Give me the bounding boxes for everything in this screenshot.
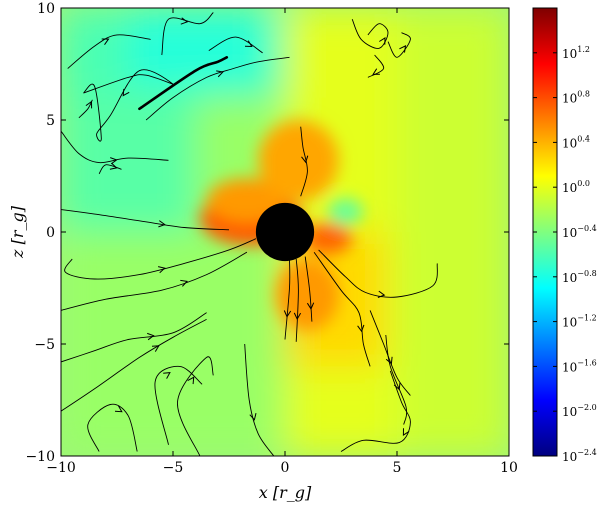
colorbar-tick-label: 100.0 xyxy=(562,179,590,195)
streamline-arrow xyxy=(244,40,253,48)
streamline xyxy=(340,370,411,452)
colorbar-tick-label: 10−1.6 xyxy=(562,358,597,374)
streamline xyxy=(367,54,385,78)
field-region xyxy=(61,97,196,232)
streamline-arrow xyxy=(399,45,407,53)
streamline-arrow xyxy=(283,310,292,318)
streamline-arrow xyxy=(249,412,257,421)
streamline-arrow xyxy=(357,324,365,333)
x-tick-label: 0 xyxy=(281,460,290,476)
streamline xyxy=(313,251,371,367)
x-tick-label: 5 xyxy=(393,460,402,476)
streamline-arrow xyxy=(157,266,166,274)
colorbar-tick-label: 100.4 xyxy=(562,134,590,150)
streamline-arrow xyxy=(147,332,155,341)
streamline xyxy=(244,343,275,456)
streamline xyxy=(369,310,411,396)
streamline-arrow xyxy=(114,405,123,413)
y-tick-label: −10 xyxy=(25,449,55,465)
streamline-arrow xyxy=(402,428,410,437)
x-tick-label: 10 xyxy=(500,460,518,476)
y-tick-label: 10 xyxy=(37,1,55,17)
black-hole xyxy=(255,202,315,262)
colorbar-ticks: 101.2 100.8 100.4 100.0 10−0.4 10−0.8 10−1.2 10… xyxy=(533,45,597,464)
x-tick-label: −10 xyxy=(46,460,76,476)
streamline xyxy=(98,164,122,175)
y-tick-label: −5 xyxy=(34,337,55,353)
streamline-arrow xyxy=(180,279,189,287)
streamline-arrow xyxy=(293,312,302,321)
streamline xyxy=(208,36,263,54)
colorbar: 101.2 100.8 100.4 100.0 10−0.4 10−0.8 10−1.2 10… xyxy=(532,7,597,464)
field-region xyxy=(397,8,509,456)
streamline-arrow xyxy=(377,290,386,298)
streamline xyxy=(61,251,248,311)
colorbar-tick-label: 10−2.0 xyxy=(562,403,597,419)
colorbar-tick-label: 10−2.4 xyxy=(562,448,597,464)
hot-spot xyxy=(258,120,339,201)
colorbar-tick-label: 10−0.4 xyxy=(562,224,597,240)
hot-spot xyxy=(276,258,339,331)
streamline-arrow xyxy=(187,376,195,385)
hot-spot xyxy=(302,223,353,255)
hot-spot xyxy=(327,198,364,226)
streamline xyxy=(64,238,257,280)
streamlines xyxy=(61,12,438,456)
x-axis-ticks: −10 −5 0 5 10 xyxy=(46,8,518,476)
streamline-arrow xyxy=(109,162,118,170)
streamline xyxy=(87,403,138,452)
streamline xyxy=(300,126,308,197)
streamline xyxy=(304,256,313,322)
streamline xyxy=(385,334,408,425)
streamline xyxy=(61,209,230,231)
streamline-arrow xyxy=(101,38,110,45)
colorbar-tick-label: 10−0.8 xyxy=(562,269,597,285)
streamline-arrow xyxy=(151,345,160,352)
streamline-arrow xyxy=(110,157,118,165)
streamline-bold xyxy=(138,56,229,111)
streamline xyxy=(61,130,169,164)
y-tick-label: 5 xyxy=(46,113,55,129)
streamline-arrow xyxy=(216,70,224,78)
streamline-arrow xyxy=(372,68,380,75)
y-axis-ticks: −10 −5 0 5 10 xyxy=(25,1,509,465)
colorbar-tick-label: 10−1.2 xyxy=(562,314,597,330)
x-axis-label: x [r_g] xyxy=(259,483,312,502)
colorbar-tick-label: 101.2 xyxy=(562,45,590,61)
streamline xyxy=(61,312,207,363)
colorbar-tick-label: 100.8 xyxy=(562,90,590,106)
streamline-arrow xyxy=(158,220,166,228)
streamline-arrow xyxy=(301,155,309,164)
x-tick-label: −5 xyxy=(163,460,184,476)
streamline xyxy=(61,319,207,412)
streamline-arrow xyxy=(379,36,386,45)
streamline xyxy=(284,258,291,340)
streamline-arrow xyxy=(163,372,171,379)
streamline xyxy=(177,356,214,456)
streamline-arrow xyxy=(180,17,189,25)
streamline-arrow xyxy=(306,302,315,310)
streamline-arrow xyxy=(385,356,393,365)
streamline-arrow xyxy=(85,100,93,109)
y-tick-label: 0 xyxy=(46,225,55,241)
streamline xyxy=(154,365,203,445)
field-region xyxy=(128,8,263,87)
streamline xyxy=(295,258,299,342)
y-axis-label: z [r_g] xyxy=(8,205,27,259)
streamline-arrow xyxy=(122,88,130,97)
plot-area xyxy=(61,8,509,456)
